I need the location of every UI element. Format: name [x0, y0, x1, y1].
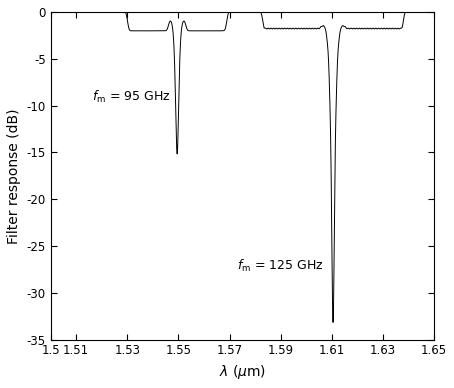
Text: $f_{\mathrm{m}}$ = 95 GHz: $f_{\mathrm{m}}$ = 95 GHz: [92, 89, 170, 105]
X-axis label: $\lambda$ ($\mu$m): $\lambda$ ($\mu$m): [219, 363, 266, 381]
Text: $f_{\mathrm{m}}$ = 125 GHz: $f_{\mathrm{m}}$ = 125 GHz: [237, 257, 324, 274]
Y-axis label: Filter response (dB): Filter response (dB): [7, 108, 21, 244]
